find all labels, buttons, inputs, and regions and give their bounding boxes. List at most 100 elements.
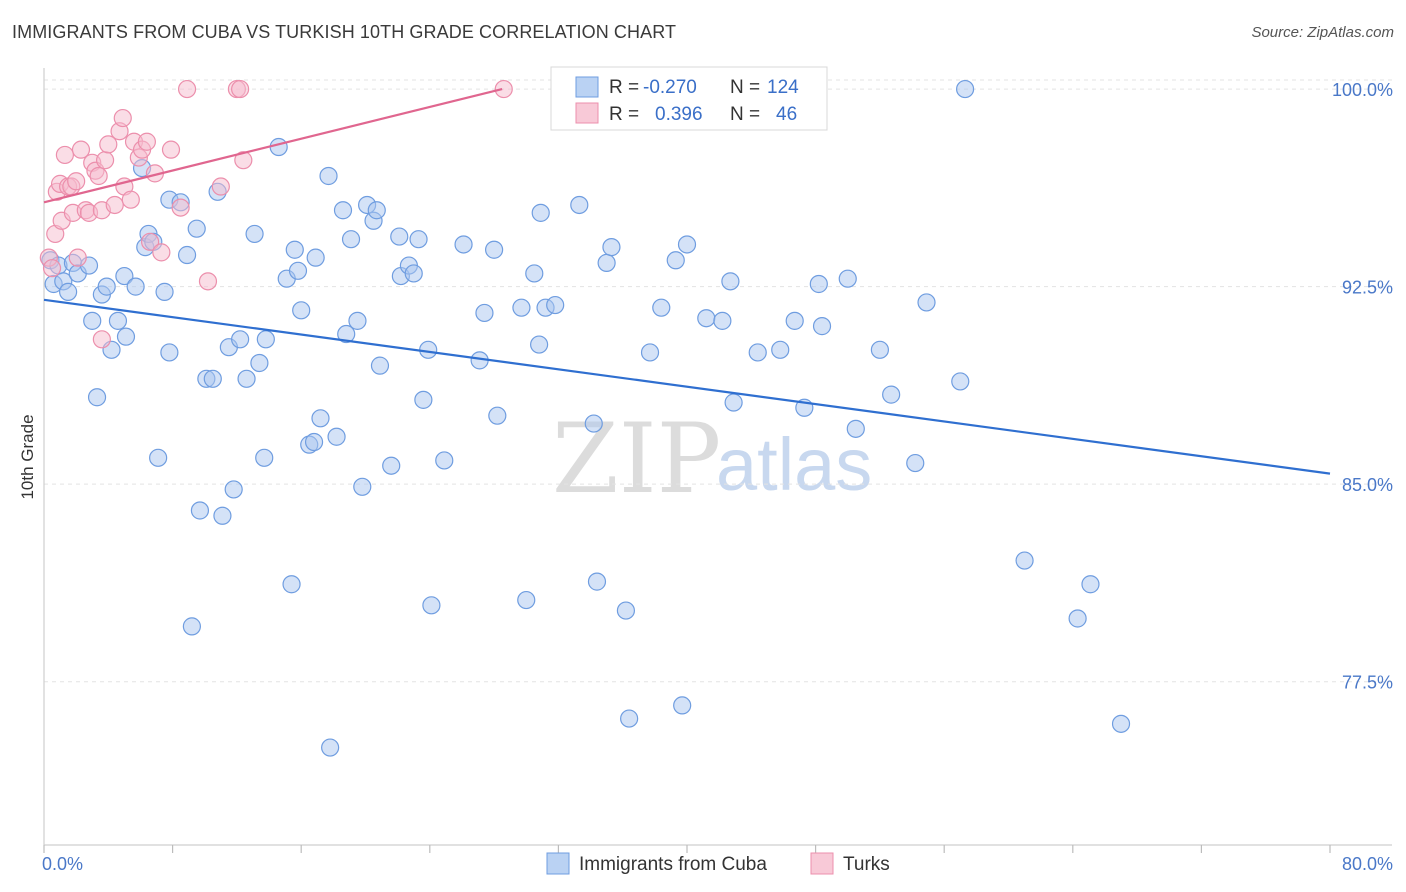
turks-point — [55, 145, 74, 165]
cuba-point — [602, 238, 621, 257]
chart-title: IMMIGRANTS FROM CUBA VS TURKISH 10TH GRA… — [12, 22, 677, 42]
legend-turks-n-value: 46 — [776, 104, 797, 125]
cuba-point — [677, 235, 697, 254]
legend-cuba-n-label: N = — [730, 77, 760, 98]
bottom-legend-cuba-label: Immigrants from Cuba — [579, 854, 767, 875]
turks-point — [95, 151, 115, 170]
legend-swatch-turks — [575, 102, 599, 124]
bottom-legend-turks-label: Turks — [843, 854, 890, 875]
cuba-point — [620, 709, 639, 728]
cuba-point — [597, 253, 616, 273]
cuba-point — [256, 330, 275, 349]
y-tick-label: 77.5% — [1342, 673, 1393, 693]
cuba-point — [116, 327, 136, 346]
cuba-point — [108, 311, 128, 330]
cuba-point — [906, 453, 925, 473]
turks-point — [231, 79, 250, 99]
cuba-point — [721, 272, 740, 291]
trend-line-turks — [43, 88, 503, 204]
cuba-point — [304, 432, 324, 452]
bottom-legend-swatch-turks — [810, 852, 834, 875]
cuba-point — [327, 427, 346, 446]
cuba-point — [404, 264, 423, 283]
turks-point — [68, 248, 87, 267]
cuba-point — [190, 501, 210, 520]
cuba-point — [306, 248, 325, 267]
trend-lines — [43, 88, 1331, 475]
turks-point — [152, 243, 171, 262]
y-tick-label: 92.5% — [1342, 278, 1393, 298]
cuba-point — [512, 298, 531, 317]
turks-point — [121, 190, 140, 209]
cuba-point — [951, 372, 970, 391]
cuba-point — [321, 738, 340, 757]
watermark-atlas: atlas — [716, 423, 872, 506]
cuba-point — [809, 274, 828, 294]
turks-point — [494, 79, 513, 99]
cuba-point — [882, 385, 901, 404]
y-tick-labels: 77.5% 85.0% 92.5% 100.0% — [1332, 80, 1393, 693]
series-turks-points — [39, 79, 513, 349]
x-tick-label: 80.0% — [1342, 854, 1393, 874]
turks-point — [234, 151, 253, 170]
cuba-point — [353, 477, 372, 496]
cuba-point — [255, 448, 274, 467]
legend-turks-n-label: N = — [730, 104, 760, 125]
cuba-point — [126, 277, 145, 296]
turks-point — [92, 330, 111, 349]
cuba-point — [488, 406, 507, 425]
turks-point — [140, 232, 160, 251]
cuba-point — [673, 696, 692, 715]
cuba-point — [367, 201, 386, 220]
cuba-point — [771, 340, 790, 359]
turks-point — [171, 198, 190, 217]
cuba-point — [584, 414, 603, 433]
bottom-legend-swatch-cuba — [546, 852, 570, 875]
cuba-point — [652, 298, 671, 317]
cuba-point — [187, 219, 206, 238]
cuba-point — [666, 251, 685, 270]
cuba-point — [97, 277, 116, 296]
cuba-point — [531, 203, 550, 222]
cuba-point — [570, 195, 589, 215]
turks-point — [99, 135, 118, 154]
legend-cuba-r-label: R = — [609, 77, 639, 98]
cuba-point — [250, 353, 269, 373]
cuba-point — [530, 335, 549, 354]
cuba-point — [269, 137, 288, 157]
cuba-point — [87, 388, 107, 407]
bottom-legend: Immigrants from Cuba Turks — [546, 852, 890, 875]
turks-point — [198, 272, 218, 291]
cuba-point — [370, 356, 390, 375]
cuba-point — [282, 575, 301, 594]
cuba-point — [409, 230, 428, 249]
cuba-point — [155, 282, 174, 301]
turks-point — [67, 172, 86, 191]
turks-point — [105, 195, 124, 215]
x-ticks: 0.0% 80.0% — [42, 845, 1393, 874]
cuba-point — [640, 343, 660, 362]
cuba-point — [616, 601, 636, 620]
cuba-point — [288, 261, 308, 280]
legend-cuba-n-value: 124 — [767, 77, 799, 98]
cuba-point — [785, 311, 804, 330]
cuba-point — [348, 311, 367, 330]
cuba-point — [485, 240, 504, 259]
cuba-point — [525, 264, 544, 283]
cuba-point — [838, 269, 857, 288]
cuba-point — [341, 230, 361, 249]
turks-point — [71, 140, 91, 159]
cuba-point — [435, 451, 454, 470]
legend-cuba-r-value: -0.270 — [643, 77, 697, 98]
cuba-point — [390, 227, 409, 246]
cuba-point — [1081, 575, 1100, 594]
cuba-point — [546, 295, 565, 315]
y-axis-title: 10th Grade — [18, 414, 37, 499]
cuba-point — [713, 311, 732, 330]
legend-box: R = -0.270 N = 124 R = 0.396 N = 46 — [550, 66, 828, 131]
cuba-point — [245, 224, 264, 244]
cuba-point — [333, 201, 353, 220]
cuba-point — [292, 301, 311, 320]
axes — [43, 68, 1392, 846]
